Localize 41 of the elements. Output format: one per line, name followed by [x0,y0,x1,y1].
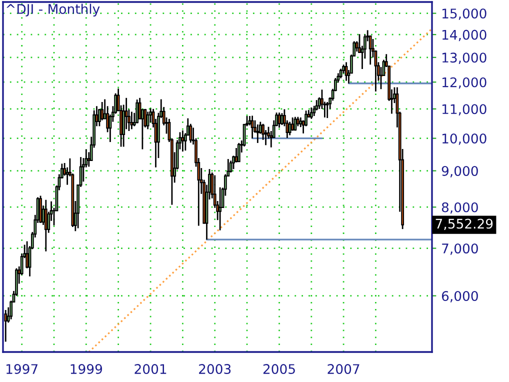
y-tick-label: 12,000 [442,77,486,89]
candlestick [262,123,264,141]
candlestick [256,124,260,144]
candlestick [237,142,240,162]
candlestick [100,101,104,122]
candlestick [310,106,313,120]
candlestick [344,62,348,82]
candlestick [4,309,8,342]
y-tick-label: 11,000 [442,104,486,116]
y-tick-label: 9,000 [442,166,478,178]
x-tick-label: 2001 [134,364,166,374]
text: 7,552.29 [436,218,493,230]
candlestick [218,186,222,231]
candlestick [44,199,48,252]
candlestick [136,98,139,124]
y-tick-label: 13,000 [442,52,486,64]
y-tick-label: 6,000 [442,291,478,302]
candlestick [278,112,281,128]
candlestick [130,111,134,130]
candlestick [288,121,292,136]
candlestick [339,68,342,79]
candlestick [296,116,300,127]
candlestick [326,101,329,119]
y-tick-label: 14,000 [442,30,486,42]
candlestick [146,111,150,130]
y-tick-label: 7,000 [442,243,478,255]
x-tick-label: 2003 [199,364,231,374]
candlestick [294,116,297,132]
candlestick [291,116,294,132]
candlestick [229,160,232,174]
y-tick-label: 8,000 [442,202,478,214]
candlestick [280,112,284,126]
y-tick-label: 10,000 [442,134,486,145]
y-tick-label: 15,000 [442,8,486,20]
x-tick-label: 2005 [263,364,295,374]
candlestick [39,195,42,224]
candlestick [181,130,184,152]
chart-title: ^DJI - Monthly [6,4,100,17]
x-tick-label: 2007 [328,364,360,374]
x-tick-label: 1999 [70,364,102,374]
x-tick-label: 1997 [6,364,38,374]
